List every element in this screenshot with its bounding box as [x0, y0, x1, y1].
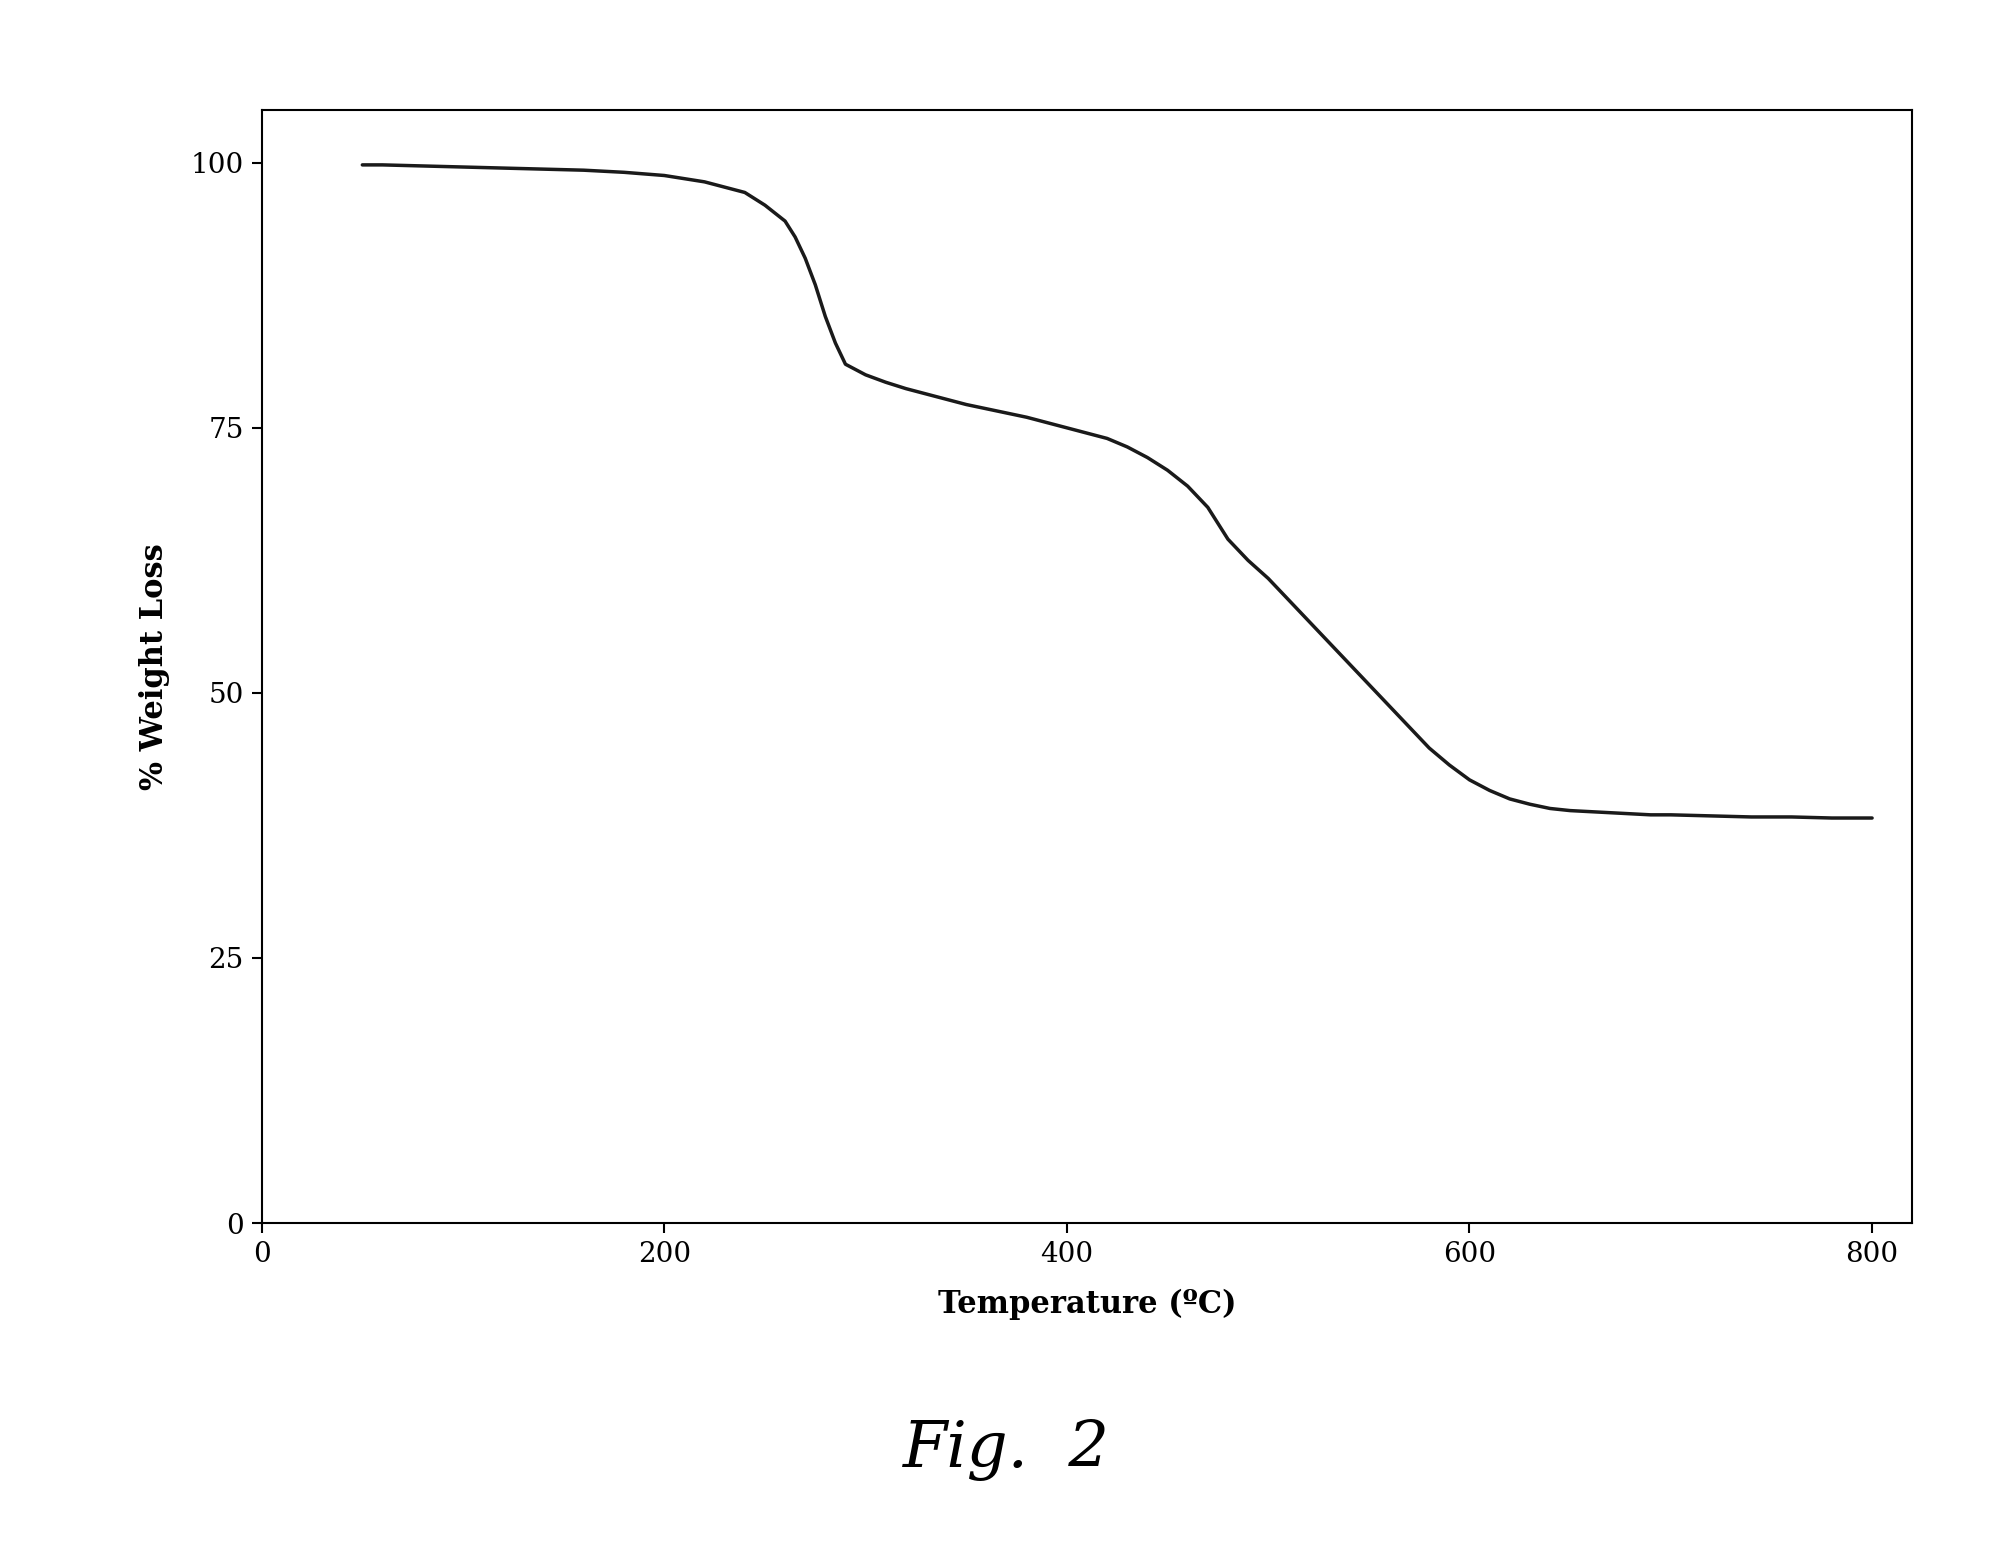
X-axis label: Temperature (ºC): Temperature (ºC) — [938, 1289, 1236, 1320]
Text: Fig.  2: Fig. 2 — [904, 1419, 1109, 1482]
Y-axis label: % Weight Loss: % Weight Loss — [139, 543, 169, 790]
